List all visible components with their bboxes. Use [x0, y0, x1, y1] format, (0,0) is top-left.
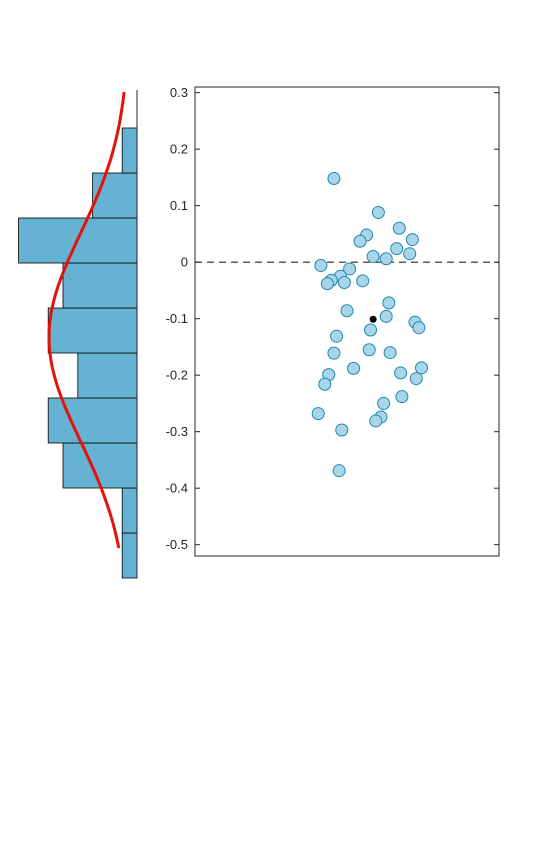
mean-point: [369, 315, 377, 323]
scatter-point: [392, 221, 406, 235]
histogram-bar: [121, 532, 138, 579]
scatter-point: [347, 361, 361, 375]
y-tick-label: -0.1: [166, 311, 188, 326]
y-tick-label: -0.2: [166, 368, 188, 383]
scatter-point: [320, 277, 334, 291]
scatter-point: [318, 377, 332, 391]
y-tick-label: 0: [181, 255, 188, 270]
scatter-point: [371, 205, 385, 219]
scatter-point: [343, 262, 357, 276]
histogram-bar: [62, 262, 138, 309]
marginal-histogram: [18, 90, 138, 579]
scatter-point: [327, 346, 341, 360]
histogram-bar: [47, 307, 138, 354]
histogram-bar: [62, 442, 138, 489]
scatter-point: [340, 304, 354, 318]
scatter-point: [362, 343, 376, 357]
scatter-point: [415, 361, 429, 375]
scatter-point: [327, 172, 341, 186]
scatter-point: [383, 346, 397, 360]
y-tick-label: 0.2: [170, 142, 188, 157]
scatter-plot: 0.3 0.2 0.1 0 -0.1 -0.2 -0.3 -0.4 -0.5: [166, 85, 500, 557]
scatter-point: [314, 259, 328, 273]
scatter-point: [379, 252, 393, 266]
density-curve: [47, 91, 126, 549]
scatter-point: [311, 407, 325, 421]
scatter-point: [353, 234, 367, 248]
y-tick-label: -0.4: [166, 481, 188, 496]
y-tick-label: 0.3: [170, 85, 188, 100]
scatter-point: [390, 242, 404, 256]
scatter-point: [330, 329, 344, 343]
scatter-point: [335, 423, 349, 437]
y-tick-label: -0.3: [166, 424, 188, 439]
histogram-bar: [92, 172, 138, 219]
histogram-bar: [77, 352, 138, 399]
y-tick-label: 0.1: [170, 198, 188, 213]
scatter-point: [366, 250, 380, 264]
axes-box: [194, 86, 500, 557]
scatter-point: [412, 321, 426, 335]
scatter-point: [403, 247, 417, 261]
scatter-point: [369, 414, 383, 428]
scatter-point: [364, 323, 378, 337]
scatter-point: [409, 372, 423, 386]
scatter-point: [382, 296, 396, 310]
scatter-point: [377, 396, 391, 410]
scatter-point: [332, 464, 346, 478]
scatter-point: [379, 309, 393, 323]
scatter-point: [356, 274, 370, 288]
y-tick-label: -0.5: [166, 537, 188, 552]
scatter-point: [394, 366, 408, 380]
histogram-bar: [47, 397, 138, 444]
histogram-bar: [121, 127, 138, 174]
scatter-point: [395, 390, 409, 404]
histogram-bar: [121, 487, 138, 534]
scatter-point: [405, 233, 419, 247]
scatter-point: [337, 276, 351, 290]
